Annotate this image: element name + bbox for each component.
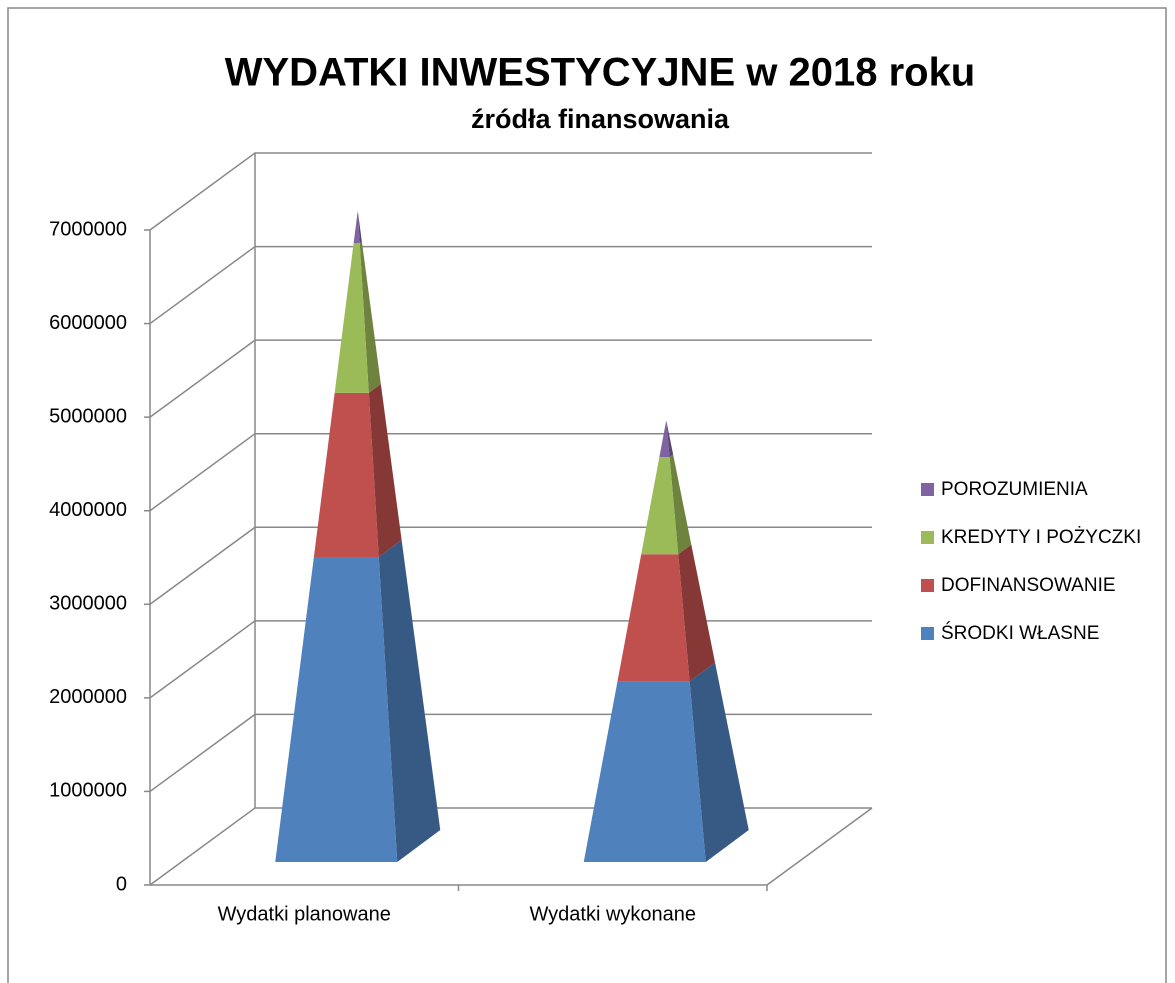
x-tick-label: Wydatki wykonane [529, 903, 696, 925]
grid-line [149, 152, 872, 231]
pyramid-segment [275, 556, 398, 862]
pyramid-segment-side [378, 539, 441, 862]
pyramid-segment-side [678, 544, 716, 682]
y-tick-label: 5000000 [49, 405, 127, 427]
chart-subtitle: źródła finansowania [471, 104, 730, 134]
pyramid-segment [334, 243, 369, 393]
legend-label: POROZUMIENIA [941, 479, 1088, 500]
chart-border [7, 7, 1167, 983]
legend-label: ŚRODKI WŁASNE [941, 622, 1099, 644]
pyramid-segment [641, 457, 679, 555]
y-tick-label: 7000000 [49, 218, 127, 240]
y-tick-label: 4000000 [49, 499, 127, 521]
pyramid-segment [617, 554, 690, 682]
x-tick-label: Wydatki planowane [218, 903, 391, 925]
pyramid-segment [353, 210, 360, 244]
legend-swatch [921, 531, 934, 544]
legend-label: KREDYTY I POŻYCZKI [941, 527, 1141, 548]
legend-swatch [921, 627, 934, 640]
pyramid-segment [583, 681, 706, 862]
pyramid-segment-side [357, 210, 362, 244]
legend-label: DOFINANSOWANIE [941, 575, 1116, 596]
y-tick-label: 0 [116, 873, 127, 895]
y-tick-label: 1000000 [49, 780, 127, 802]
pyramid-segment-side [368, 383, 402, 557]
pyramid-segment-side [666, 420, 674, 458]
y-tick-label: 6000000 [49, 312, 127, 334]
chart-title: WYDATKI INWESTYCYJNE w 2018 roku [225, 51, 976, 95]
grid-line [149, 245, 872, 325]
pyramid-segment-side [359, 241, 381, 393]
pyramid-segment-side [689, 662, 749, 862]
grid-line [149, 339, 872, 418]
legend-swatch [921, 483, 934, 496]
pyramid-segment-side [669, 454, 692, 555]
pyramid-segment [313, 392, 379, 557]
legend-swatch [921, 579, 934, 592]
pyramid-segment [659, 420, 670, 458]
y-tick-label: 2000000 [49, 686, 127, 708]
y-tick-label: 3000000 [49, 593, 127, 615]
